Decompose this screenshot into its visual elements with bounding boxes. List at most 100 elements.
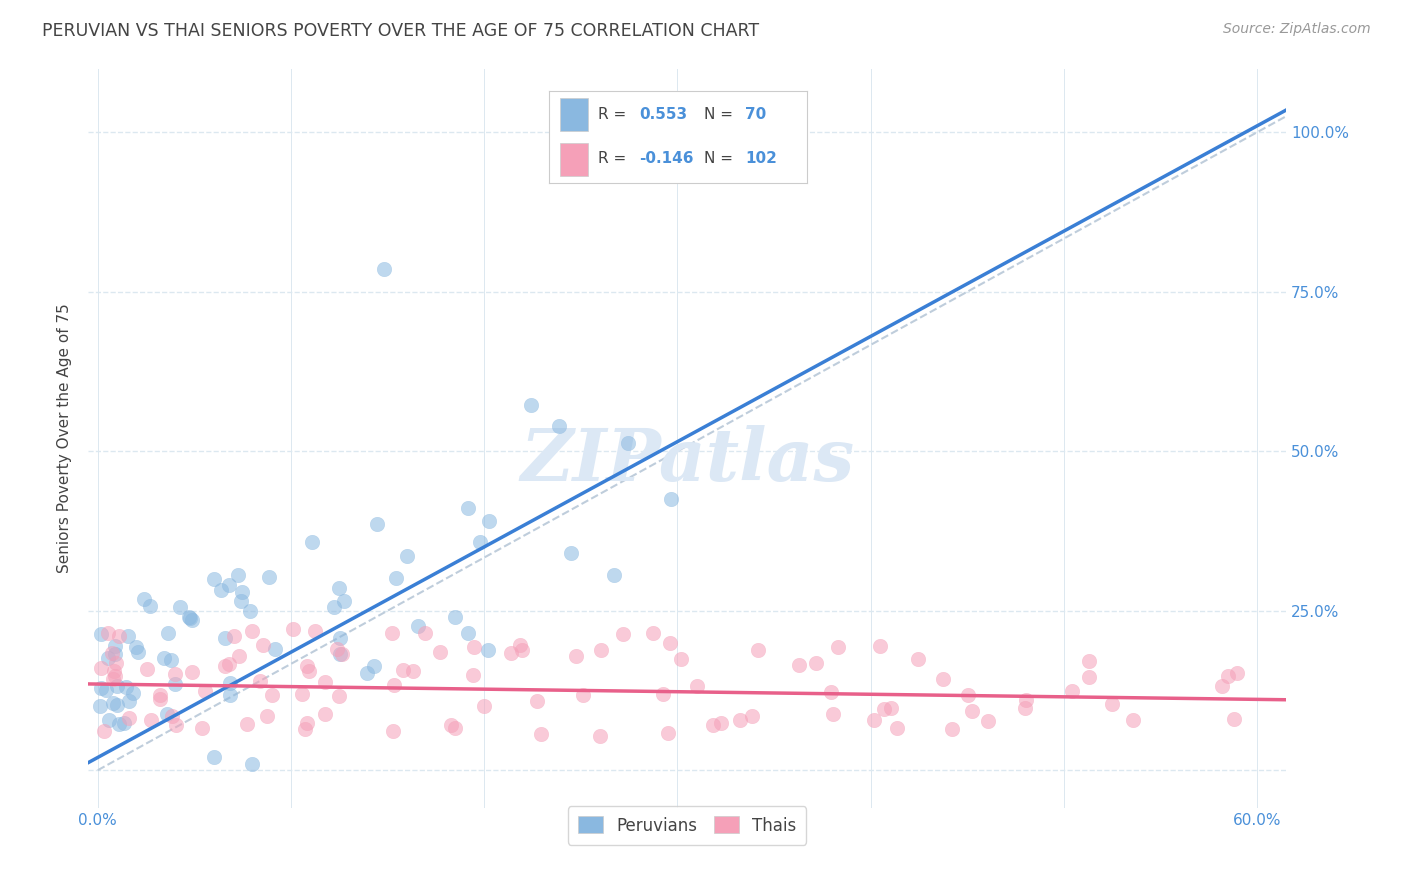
Point — [180, 665, 202, 679]
Point — [1014, 701, 1036, 715]
Point — [97, 714, 120, 728]
Point — [429, 645, 451, 659]
Point — [463, 667, 485, 681]
Point — [114, 680, 136, 694]
Point — [1014, 693, 1036, 707]
Point — [873, 702, 896, 716]
Point — [179, 610, 201, 624]
Point — [1078, 670, 1101, 684]
Point — [281, 623, 304, 637]
Point — [1211, 679, 1233, 693]
Point — [214, 659, 236, 673]
Point — [477, 642, 499, 657]
Point — [240, 624, 263, 638]
Point — [741, 709, 763, 723]
Point — [457, 500, 479, 515]
Point — [160, 653, 183, 667]
Point — [1222, 712, 1244, 726]
Point — [710, 716, 733, 731]
Point — [391, 663, 413, 677]
Point — [152, 651, 174, 665]
Point — [329, 631, 352, 645]
Point — [396, 549, 419, 564]
Point — [323, 600, 346, 615]
Point — [105, 679, 128, 693]
Point — [149, 691, 172, 706]
Point — [112, 716, 135, 731]
Point — [671, 652, 693, 666]
Text: PERUVIAN VS THAI SENIORS POVERTY OVER THE AGE OF 75 CORRELATION CHART: PERUVIAN VS THAI SENIORS POVERTY OVER TH… — [42, 22, 759, 40]
Point — [218, 578, 240, 592]
Point — [165, 677, 187, 691]
Legend: Peruvians, Thais: Peruvians, Thais — [568, 806, 807, 845]
Point — [103, 664, 125, 678]
Point — [560, 546, 582, 560]
Point — [470, 534, 492, 549]
Point — [165, 667, 187, 681]
Point — [652, 687, 675, 701]
Point — [90, 661, 112, 675]
Point — [139, 713, 162, 727]
Point — [728, 713, 751, 727]
Point — [122, 686, 145, 700]
Point — [932, 672, 955, 686]
Point — [956, 688, 979, 702]
Point — [202, 572, 225, 586]
Point — [165, 718, 187, 732]
Point — [118, 694, 141, 708]
Point — [236, 717, 259, 731]
Point — [363, 658, 385, 673]
Point — [520, 399, 543, 413]
Point — [869, 639, 891, 653]
Point — [820, 684, 842, 698]
Point — [90, 681, 112, 695]
Point — [960, 704, 983, 718]
Point — [332, 647, 354, 661]
Point — [702, 718, 724, 732]
Point — [382, 724, 405, 739]
Point — [226, 568, 249, 582]
Point — [249, 674, 271, 689]
Point — [104, 669, 127, 683]
Point — [754, 141, 776, 155]
Point — [264, 642, 287, 657]
Point — [260, 688, 283, 702]
Point — [160, 708, 183, 723]
Point — [977, 714, 1000, 728]
Point — [136, 662, 159, 676]
Point — [139, 599, 162, 613]
Point — [101, 672, 124, 686]
Point — [328, 581, 350, 595]
Point — [179, 610, 201, 624]
Point — [314, 707, 336, 722]
Point — [402, 664, 425, 678]
Point — [222, 629, 245, 643]
Point — [457, 625, 479, 640]
Point — [886, 721, 908, 735]
Point — [880, 701, 903, 715]
Text: ZIPatlas: ZIPatlas — [520, 425, 853, 496]
Point — [603, 568, 626, 582]
Point — [107, 629, 129, 643]
Point — [94, 682, 117, 697]
Point — [333, 593, 356, 607]
Point — [294, 722, 316, 736]
Point — [297, 716, 319, 731]
Point — [157, 626, 180, 640]
Point — [148, 688, 170, 702]
Point — [444, 721, 467, 735]
Point — [97, 650, 120, 665]
Point — [658, 636, 681, 650]
Point — [472, 698, 495, 713]
Point — [806, 656, 828, 670]
Point — [90, 626, 112, 640]
Point — [659, 491, 682, 506]
Point — [104, 640, 127, 654]
Point — [787, 658, 810, 673]
Point — [1216, 669, 1239, 683]
Point — [686, 679, 709, 693]
Point — [156, 706, 179, 721]
Point — [209, 583, 232, 598]
Point — [862, 713, 884, 727]
Point — [127, 646, 149, 660]
